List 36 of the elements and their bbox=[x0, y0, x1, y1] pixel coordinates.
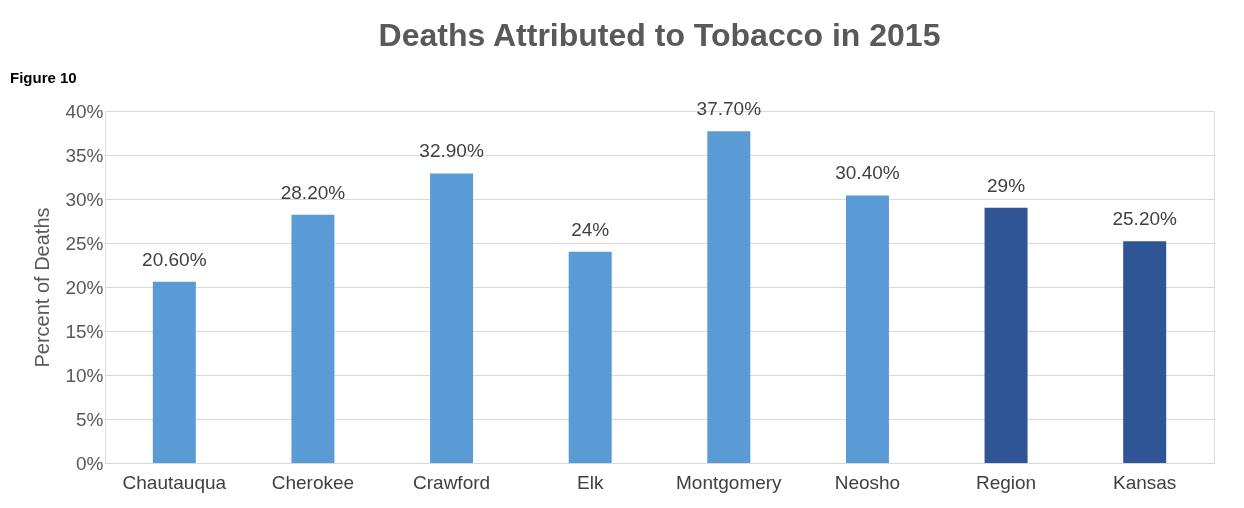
bar bbox=[984, 207, 1028, 463]
data-label: 37.70% bbox=[696, 98, 762, 120]
data-label: 32.90% bbox=[419, 140, 484, 162]
chart-title: Deaths Attributed to Tobacco in 2015 bbox=[378, 17, 941, 53]
x-tick-label: Neosho bbox=[834, 471, 901, 493]
caption: Figure 10 bbox=[10, 69, 77, 86]
x-tick-label: Region bbox=[975, 471, 1037, 493]
bar bbox=[845, 195, 889, 463]
x-tick-label: Montgomery bbox=[676, 471, 783, 493]
x-tick-label: Cherokee bbox=[271, 471, 355, 493]
data-label: 25.20% bbox=[1112, 208, 1178, 230]
x-tick-label: Chautauqua bbox=[122, 471, 227, 493]
bar bbox=[291, 214, 335, 463]
bar bbox=[707, 131, 751, 463]
data-label: 29% bbox=[987, 174, 1026, 196]
y-tick-label: 5% bbox=[76, 408, 104, 430]
data-label: 20.60% bbox=[142, 248, 207, 270]
y-tick-label: 30% bbox=[65, 188, 104, 210]
y-axis-title: Percent of Deaths bbox=[31, 207, 54, 368]
y-tick-label: 40% bbox=[65, 100, 104, 122]
data-label: 24% bbox=[571, 218, 610, 240]
x-tick-label: Kansas bbox=[1113, 471, 1177, 493]
x-tick-label: Crawford bbox=[413, 471, 491, 493]
bar bbox=[430, 173, 474, 463]
y-tick-label: 35% bbox=[65, 144, 104, 166]
y-tick-label: 10% bbox=[65, 364, 104, 386]
y-tick-label: 0% bbox=[76, 452, 104, 474]
bar bbox=[568, 251, 612, 463]
y-tick-label: 15% bbox=[65, 320, 104, 342]
bar bbox=[1123, 241, 1167, 463]
x-tick-label: Elk bbox=[576, 471, 604, 493]
data-label: 30.40% bbox=[835, 162, 900, 184]
y-tick-label: 25% bbox=[65, 232, 104, 254]
y-tick-label: 20% bbox=[65, 276, 104, 298]
bar bbox=[152, 281, 196, 463]
data-label: 28.20% bbox=[280, 181, 346, 203]
